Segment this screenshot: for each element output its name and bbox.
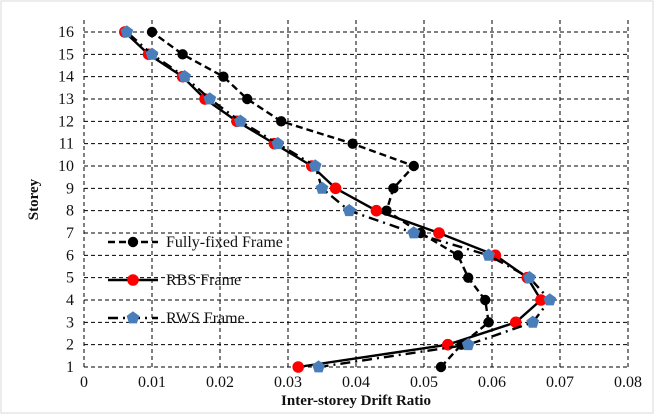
y-tick-label: 4 <box>66 292 74 309</box>
data-point <box>463 272 474 283</box>
data-point <box>145 47 159 60</box>
legend: Fully-fixed Frame RBS Frame RWS Frame <box>108 234 283 327</box>
legend-label: RWS Frame <box>166 310 245 327</box>
x-tick-label: 0.01 <box>138 374 166 391</box>
data-point <box>388 183 399 194</box>
data-point <box>308 159 322 172</box>
y-tick-label: 15 <box>58 46 74 63</box>
data-point <box>408 160 420 172</box>
series-layer <box>119 25 557 373</box>
y-tick-label: 9 <box>66 180 74 197</box>
data-point <box>407 226 421 239</box>
legend-marker <box>126 311 140 324</box>
x-tick-label: 0.04 <box>342 374 370 391</box>
series-line <box>151 31 490 368</box>
x-tick-label: 0.03 <box>274 374 302 391</box>
data-point <box>480 294 491 306</box>
y-tick-label: 13 <box>58 91 74 108</box>
y-tick-label: 5 <box>66 270 74 287</box>
data-point <box>370 204 383 217</box>
data-point <box>482 248 495 261</box>
data-point <box>342 203 356 217</box>
x-tick-label: 0.07 <box>546 374 574 391</box>
legend-label: Fully-fixed Frame <box>166 234 283 251</box>
legend-marker <box>127 236 139 248</box>
legend-label: RBS Frame <box>166 272 241 289</box>
x-tick-label: 0.06 <box>478 374 506 391</box>
y-tick-label: 14 <box>58 69 74 86</box>
y-tick-label: 6 <box>66 247 74 264</box>
y-tick-label: 2 <box>66 337 74 354</box>
series-line <box>123 31 543 369</box>
data-point <box>347 138 358 149</box>
x-axis-title: Inter-storey Drift Ratio <box>281 393 431 409</box>
y-tick-label: 10 <box>58 158 74 175</box>
data-point <box>292 361 305 373</box>
data-point <box>241 93 253 105</box>
y-tick-label: 1 <box>66 359 74 376</box>
data-point <box>178 69 192 83</box>
data-point <box>523 270 536 284</box>
data-point <box>435 361 447 373</box>
data-point <box>329 182 342 195</box>
data-point <box>177 49 188 60</box>
y-tick-label: 8 <box>66 203 74 220</box>
x-tick-label: 0.05 <box>410 374 438 391</box>
x-tick-label: 0.08 <box>614 374 642 391</box>
data-point <box>461 337 475 351</box>
data-point <box>315 181 329 194</box>
data-point <box>203 92 217 105</box>
data-point <box>271 136 285 150</box>
x-tick-label: 0.02 <box>206 374 234 391</box>
data-point <box>234 114 247 127</box>
axis-layer: 0 0.01 0.02 0.03 0.04 0.05 0.06 0.07 0.081234567… <box>58 24 642 391</box>
data-point <box>452 250 464 261</box>
y-tick-label: 16 <box>58 24 74 41</box>
y-tick-label: 11 <box>59 136 74 153</box>
data-point <box>312 360 325 373</box>
data-point <box>276 116 287 127</box>
data-point <box>433 227 445 239</box>
legend-item: RWS Frame <box>108 310 245 327</box>
grid-layer <box>83 20 629 368</box>
y-tick-label: 7 <box>66 225 74 242</box>
data-point <box>218 71 229 82</box>
legend-item: Fully-fixed Frame <box>108 234 283 251</box>
data-point <box>146 26 158 38</box>
series-2 <box>120 25 557 373</box>
legend-marker <box>127 274 139 286</box>
series-line <box>126 31 551 369</box>
y-tick-label: 3 <box>66 314 74 331</box>
data-point <box>483 317 494 328</box>
data-point <box>526 315 540 328</box>
y-tick-label: 12 <box>58 113 74 130</box>
legend-item: RBS Frame <box>108 272 241 289</box>
x-tick-label: 0 <box>80 374 88 391</box>
data-point <box>543 293 557 306</box>
y-axis-title: Storey <box>26 178 42 220</box>
data-point <box>120 25 134 38</box>
